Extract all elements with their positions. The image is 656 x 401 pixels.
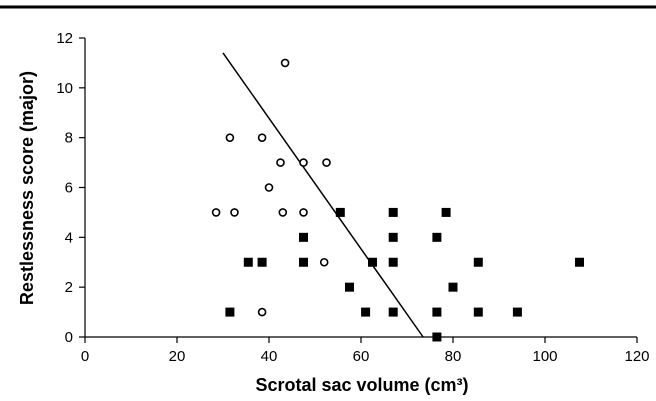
data-point-open-circle xyxy=(276,158,285,167)
data-point-filled-square xyxy=(225,307,235,317)
data-point-filled-square xyxy=(432,332,442,342)
x-axis-title: Scrotal sac volume (cm³) xyxy=(255,375,468,395)
data-point-open-circle xyxy=(257,307,267,317)
data-point-open-circle xyxy=(299,158,308,167)
data-point-filled-square xyxy=(432,232,442,242)
data-point-open-circle xyxy=(280,58,290,68)
data-point-filled-square xyxy=(299,232,308,242)
data-point-open-circle xyxy=(299,208,308,217)
y-tick-label: 0 xyxy=(65,329,73,346)
data-points xyxy=(211,58,584,342)
data-point-open-circle xyxy=(211,208,221,217)
data-point-filled-square xyxy=(473,307,483,317)
data-point-open-circle xyxy=(278,208,288,217)
data-point-filled-square xyxy=(441,207,451,217)
axes xyxy=(84,38,637,338)
data-point-filled-square xyxy=(473,257,483,267)
x-tick-label: 0 xyxy=(81,348,89,365)
y-tick-label: 10 xyxy=(56,80,73,97)
data-point-filled-square xyxy=(388,207,398,217)
trend-line-layer xyxy=(222,52,424,338)
y-tick-label: 8 xyxy=(65,130,73,147)
tick-marks: 0 20 40 60 80 100 120 0 2 4 6 8 10 12 xyxy=(56,30,649,365)
data-point-filled-square xyxy=(388,307,398,317)
data-point-open-circle xyxy=(319,257,329,267)
data-point-open-circle xyxy=(264,183,274,192)
data-point-filled-square xyxy=(345,282,354,292)
y-tick-label: 2 xyxy=(65,279,73,296)
data-point-open-circle xyxy=(257,133,267,142)
x-tick-label: 60 xyxy=(353,348,370,365)
x-tick-label: 80 xyxy=(445,348,462,365)
data-point-filled-square xyxy=(257,257,267,267)
x-tick-label: 120 xyxy=(624,348,649,365)
data-point-filled-square xyxy=(388,257,398,267)
data-point-filled-square xyxy=(368,257,377,267)
x-tick-label: 20 xyxy=(169,348,186,365)
data-point-filled-square xyxy=(299,257,308,267)
y-axis-title: Restlessness score (major) xyxy=(17,71,37,305)
y-tick-label: 4 xyxy=(65,229,73,246)
data-point-filled-square xyxy=(361,307,371,317)
data-point-filled-square xyxy=(575,257,584,267)
data-point-open-circle xyxy=(225,133,235,142)
regression-line xyxy=(222,52,424,338)
y-tick-label: 12 xyxy=(56,30,73,47)
y-tick-label: 6 xyxy=(65,180,73,197)
data-point-filled-square xyxy=(388,232,398,242)
x-tick-label: 100 xyxy=(532,348,557,365)
data-point-filled-square xyxy=(243,257,253,267)
data-point-filled-square xyxy=(335,207,345,217)
data-point-filled-square xyxy=(448,282,458,292)
data-point-open-circle xyxy=(230,208,239,217)
data-point-open-circle xyxy=(322,158,331,167)
data-point-filled-square xyxy=(512,307,522,317)
x-tick-label: 40 xyxy=(261,348,278,365)
data-point-filled-square xyxy=(432,307,442,317)
